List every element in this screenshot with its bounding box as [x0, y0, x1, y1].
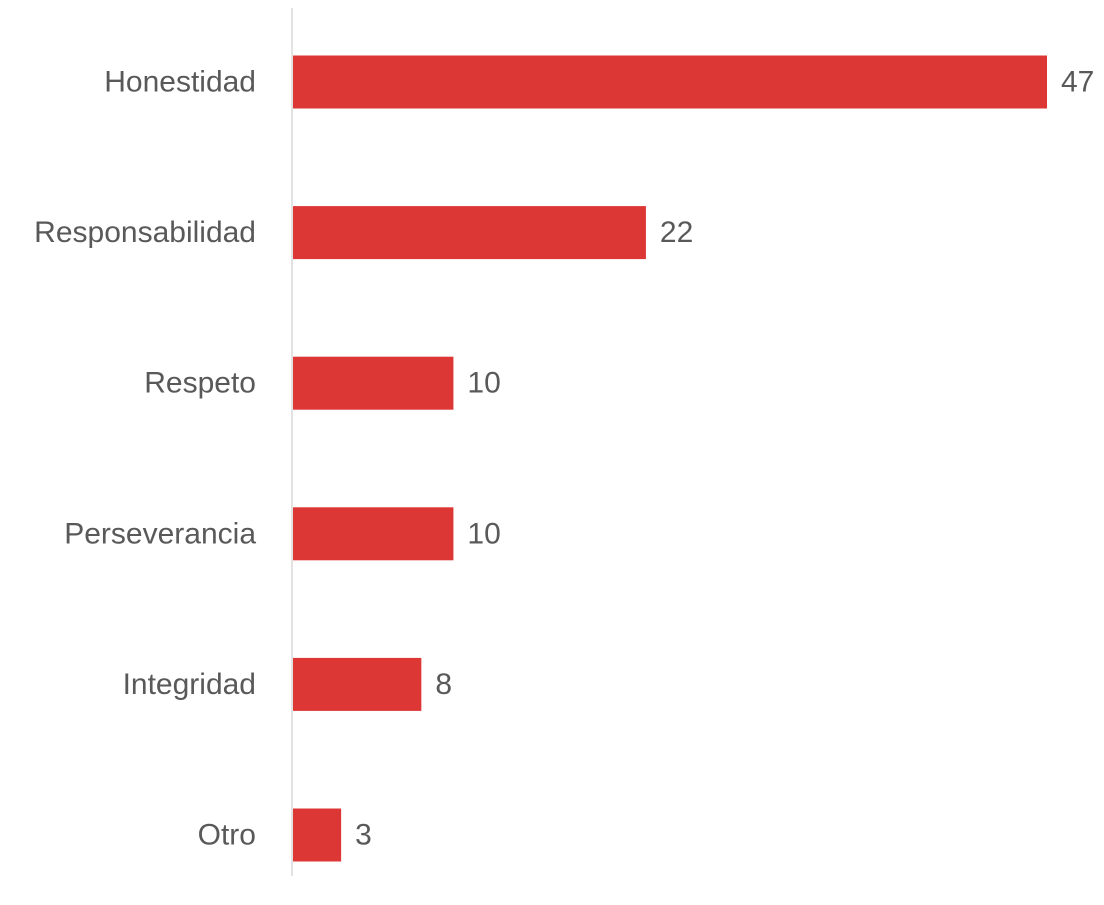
- bar-otro: [293, 808, 342, 862]
- value-labels-group: 47 22 10 10 8 3: [355, 66, 1094, 852]
- category-label-perseverancia: Perseverancia: [64, 517, 256, 550]
- value-label-otro: 3: [355, 819, 372, 852]
- value-label-respeto: 10: [467, 367, 500, 400]
- category-labels-group: Honestidad Responsabilidad Respeto Persever…: [34, 66, 256, 852]
- bar-perseverancia: [293, 507, 454, 561]
- bar-integridad: [293, 657, 422, 711]
- category-label-honestidad: Honestidad: [104, 66, 256, 99]
- category-label-integridad: Integridad: [123, 668, 256, 701]
- bar-responsabilidad: [293, 206, 646, 260]
- bar-respeto: [293, 356, 454, 410]
- category-label-respeto: Respeto: [144, 367, 256, 400]
- value-label-honestidad: 47: [1061, 66, 1094, 99]
- bar-honestidad: [293, 55, 1047, 109]
- value-label-perseverancia: 10: [467, 517, 500, 550]
- category-label-responsabilidad: Responsabilidad: [34, 216, 256, 249]
- category-label-otro: Otro: [198, 819, 256, 852]
- value-label-responsabilidad: 22: [660, 216, 693, 249]
- value-label-integridad: 8: [435, 668, 452, 701]
- bars-group: [293, 55, 1047, 862]
